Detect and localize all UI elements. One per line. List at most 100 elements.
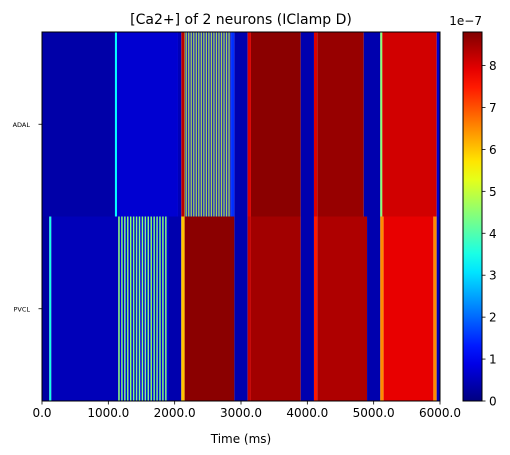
heatmap-spike xyxy=(121,216,123,401)
heatmap-spike xyxy=(129,216,132,401)
heatmap-spike xyxy=(209,32,211,217)
heatmap-cell xyxy=(231,32,235,217)
heatmap-spike xyxy=(214,32,216,217)
heatmap-cell xyxy=(247,216,251,401)
x-axis-label: Time (ms) xyxy=(210,432,272,446)
heatmap-cell xyxy=(42,216,50,401)
heatmap-cell xyxy=(363,32,381,217)
heatmap-spike xyxy=(226,32,227,217)
heatmap-spike xyxy=(212,32,214,217)
x-tick-label: 1000.0 xyxy=(87,406,129,420)
x-axis: 0.0 1000.0 2000.0 3000.0 4000.0 5000.0 6000.0 xyxy=(32,401,461,420)
heatmap-cell xyxy=(116,32,178,217)
heatmap-spike xyxy=(196,32,198,217)
heatmap-spike xyxy=(186,32,188,217)
heatmap-cells xyxy=(42,32,440,401)
heatmap-cell xyxy=(51,216,119,401)
colorbar xyxy=(462,31,483,402)
heatmap-cell xyxy=(317,216,368,401)
heatmap-cell xyxy=(250,216,301,401)
heatmap-spike xyxy=(144,216,147,401)
heatmap-spike xyxy=(189,32,191,217)
heatmap-cell xyxy=(181,216,185,401)
heatmap-cell xyxy=(250,32,301,217)
heatmap-cell xyxy=(234,32,248,217)
heatmap-spike xyxy=(227,32,229,217)
heatmap-spike xyxy=(202,32,204,217)
heatmap-cell xyxy=(300,32,314,217)
x-tick-label: 5000.0 xyxy=(353,406,395,420)
heatmap-cell xyxy=(177,32,182,217)
x-tick-label: 2000.0 xyxy=(154,406,196,420)
heatmap-cell xyxy=(300,216,314,401)
colorbar-tick-label: 2 xyxy=(489,311,497,325)
colorbar-tick-label: 0 xyxy=(489,395,497,409)
heatmap-spike xyxy=(165,216,167,401)
heatmap-spike xyxy=(187,32,189,217)
heatmap-spike xyxy=(217,32,219,217)
heatmap-spike xyxy=(211,32,212,217)
heatmap-cell xyxy=(49,216,52,401)
heatmap-spike xyxy=(194,32,196,217)
heatmap-spike xyxy=(224,32,226,217)
heatmap-cell xyxy=(181,32,185,217)
heatmap-cell xyxy=(367,216,381,401)
heatmap-cell xyxy=(247,32,251,217)
heatmap-cell xyxy=(234,216,248,401)
plot-frame xyxy=(41,31,441,402)
heatmap-spike xyxy=(124,216,126,401)
heatmap-cell xyxy=(313,216,318,401)
colorbar-ticks: 0 1 2 3 4 5 6 7 8 xyxy=(482,59,497,409)
heatmap-spike xyxy=(207,32,209,217)
heatmap-cell xyxy=(436,216,440,401)
heatmap-spike xyxy=(199,32,201,217)
heatmap-cell xyxy=(383,216,434,401)
x-tick-label: 0.0 xyxy=(32,406,51,420)
heatmap-spike xyxy=(162,216,164,401)
colorbar-tick-label: 6 xyxy=(489,143,497,157)
heatmap-spike xyxy=(147,216,150,401)
heatmap-cell xyxy=(380,32,383,217)
heatmap-spike xyxy=(141,216,144,401)
heatmap-spike xyxy=(204,32,206,217)
heatmap-spike xyxy=(216,32,217,217)
heatmap-spike xyxy=(197,32,199,217)
heatmap-cell xyxy=(184,216,235,401)
heatmap-spike xyxy=(118,216,120,401)
heatmap-spike xyxy=(229,32,231,217)
colorbar-tick-label: 4 xyxy=(489,227,497,241)
heatmap-cell xyxy=(433,216,437,401)
heatmap-spike xyxy=(222,32,224,217)
heatmap-spike xyxy=(153,216,155,401)
heatmap-spike xyxy=(159,216,161,401)
heatmap-spike xyxy=(191,32,193,217)
heatmap-cell xyxy=(382,32,437,217)
heatmap-cell xyxy=(42,32,115,217)
heatmap-spike xyxy=(184,32,186,217)
heatmap-spike xyxy=(201,32,203,217)
colorbar-scale-label: 1e−7 xyxy=(449,14,482,28)
colorbar-tick-label: 7 xyxy=(489,101,497,115)
heatmap-cell xyxy=(114,32,117,217)
colorbar-tick-label: 1 xyxy=(489,353,497,367)
heatmap-spike xyxy=(132,216,135,401)
heatmap-cell xyxy=(313,32,318,217)
heatmap-cell xyxy=(168,216,182,401)
colorbar-tick-label: 3 xyxy=(489,269,497,283)
chart-title: [Ca2+] of 2 neurons (IClamp D) xyxy=(130,12,352,28)
heatmap-spike xyxy=(127,216,129,401)
heatmap-spike xyxy=(192,32,194,217)
row-labels: ADAL PVCL xyxy=(13,121,42,313)
heatmap-cell xyxy=(317,32,364,217)
row-label: ADAL xyxy=(13,121,31,129)
heatmap-spike xyxy=(206,32,208,217)
x-tick-label: 6000.0 xyxy=(419,406,461,420)
heatmap-spike xyxy=(150,216,152,401)
colorbar-tick-label: 5 xyxy=(489,185,497,199)
heatmap-spike xyxy=(138,216,141,401)
row-label: PVCL xyxy=(13,305,30,313)
heatmap-spike xyxy=(135,216,138,401)
x-tick-label: 3000.0 xyxy=(220,406,262,420)
heatmap-cell xyxy=(436,32,440,217)
